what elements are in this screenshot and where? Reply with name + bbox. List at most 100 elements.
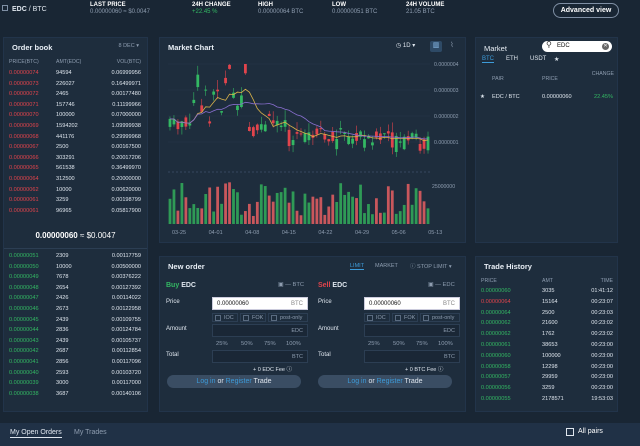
volume-bar bbox=[220, 203, 223, 224]
orderbook-row[interactable]: 0.00000042 2687 0.00112854 bbox=[4, 346, 147, 356]
orderbook-row[interactable]: 0.00000038 3687 0.00140106 bbox=[4, 389, 147, 399]
orderbook-volume: 0.16499971 bbox=[111, 80, 141, 87]
sell-pct-100[interactable]: 100% bbox=[438, 341, 453, 347]
candle-body bbox=[414, 133, 418, 138]
market-search-box[interactable]: ⚲ EDC ✕ bbox=[542, 40, 612, 52]
sell-total-input[interactable]: BTC bbox=[364, 350, 460, 363]
buy-pct-50[interactable]: 50% bbox=[241, 341, 253, 347]
orderbook-amount: 2836 bbox=[56, 327, 69, 334]
orderbook-row[interactable]: 0.00000061 3259 0.00198799 bbox=[4, 195, 147, 205]
candle-chart-icon[interactable]: ▥ bbox=[430, 41, 442, 52]
market-tab[interactable]: ETH bbox=[506, 56, 518, 62]
orderbook-row[interactable]: 0.00000068 441176 0.29999968 bbox=[4, 132, 147, 142]
candle-body bbox=[204, 89, 208, 91]
login-link[interactable]: Log in bbox=[347, 378, 367, 385]
orderbook-row[interactable]: 0.00000061 96965 0.05817900 bbox=[4, 206, 147, 216]
buy-pct-100[interactable]: 100% bbox=[286, 341, 301, 347]
orderbook-row[interactable]: 0.00000050 10000 0.00500000 bbox=[4, 262, 147, 272]
grid-icon[interactable] bbox=[2, 5, 8, 11]
orderbook-row[interactable]: 0.00000040 2593 0.00103720 bbox=[4, 368, 147, 378]
market-row[interactable]: ★ EDC / BTC 0.00000060 22.45% bbox=[476, 92, 617, 102]
orderbook-row[interactable]: 0.00000071 157746 0.11199966 bbox=[4, 100, 147, 110]
sell-login-button[interactable]: Log in or Register Trade bbox=[318, 375, 452, 388]
candle-body bbox=[343, 132, 347, 134]
orderbook-row[interactable]: 0.00000048 2654 0.00127392 bbox=[4, 283, 147, 293]
orderbook-row[interactable]: 0.00000039 3000 0.00117000 bbox=[4, 378, 147, 388]
buy-postonly-checkbox[interactable]: post-only bbox=[268, 313, 308, 322]
orderbook-row[interactable]: 0.00000069 1594202 1.09999938 bbox=[4, 121, 147, 131]
trade-row: 0.00000060 3035 01:41:12 bbox=[476, 286, 617, 296]
orderbook-row[interactable]: 0.00000041 2856 0.00117096 bbox=[4, 357, 147, 367]
sell-asset: EDC bbox=[332, 282, 348, 289]
orderbook-volume: 0.29999968 bbox=[111, 133, 141, 140]
price-chart[interactable]: 0.0000004 0.0000003 0.0000002 0.0000001 2500… bbox=[168, 56, 464, 240]
x-tick-label: 04-08 bbox=[245, 230, 259, 236]
orderbook-row[interactable]: 0.00000065 561538 0.36499970 bbox=[4, 163, 147, 173]
sell-pct-75[interactable]: 75% bbox=[416, 341, 428, 347]
tab-my-trades[interactable]: My Trades bbox=[74, 429, 107, 436]
orderbook-row[interactable]: 0.00000066 303291 0.20017206 bbox=[4, 153, 147, 163]
orderbook-row[interactable]: 0.00000043 2439 0.00105737 bbox=[4, 336, 147, 346]
orderbook-row[interactable]: 0.00000051 2309 0.00117759 bbox=[4, 251, 147, 261]
sell-pct-25[interactable]: 25% bbox=[368, 341, 380, 347]
trade-row: 0.00000060 100000 00:23:00 bbox=[476, 351, 617, 361]
search-input[interactable]: EDC bbox=[557, 43, 570, 49]
trade-row: 0.00000064 2500 00:23:03 bbox=[476, 308, 617, 318]
candle-body bbox=[228, 64, 231, 69]
sell-postonly-checkbox[interactable]: post-only bbox=[420, 313, 460, 322]
trade-amount: 100000 bbox=[542, 352, 561, 359]
candle-body bbox=[390, 132, 394, 148]
sell-fok-checkbox[interactable]: FOK bbox=[392, 313, 418, 322]
clear-icon[interactable]: ✕ bbox=[602, 43, 609, 50]
sell-ioc-checkbox[interactable]: IOC bbox=[364, 313, 390, 322]
buy-amount-input[interactable]: EDC bbox=[212, 324, 308, 337]
orderbook-row[interactable]: 0.00000073 226027 0.16499971 bbox=[4, 79, 147, 89]
login-link[interactable]: Log in bbox=[196, 378, 216, 385]
orderbook-row[interactable]: 0.00000047 2426 0.00114022 bbox=[4, 293, 147, 303]
interval-select[interactable]: ◷ 1D ▾ bbox=[396, 42, 415, 49]
tab-limit[interactable]: LIMIT bbox=[350, 263, 365, 270]
orderbook-row[interactable]: 0.00000070 100000 0.07000000 bbox=[4, 110, 147, 120]
market-tab[interactable]: ★ bbox=[554, 57, 560, 63]
line-chart-icon[interactable]: ⌇ bbox=[450, 42, 454, 49]
candle-body bbox=[240, 95, 243, 107]
buy-ioc-checkbox[interactable]: IOC bbox=[212, 313, 238, 322]
orderbook-row[interactable]: 0.00000049 7678 0.00376222 bbox=[4, 272, 147, 282]
buy-pct-75[interactable]: 75% bbox=[264, 341, 276, 347]
sell-pct-50[interactable]: 50% bbox=[393, 341, 405, 347]
sell-amount-input[interactable]: EDC bbox=[364, 324, 460, 337]
decimals-select[interactable]: 8 DEC ▾ bbox=[119, 43, 140, 49]
tab-stop-limit[interactable]: ⓘ STOP LIMIT ▾ bbox=[410, 262, 452, 270]
orderbook-row[interactable]: 0.00000044 2836 0.00124784 bbox=[4, 325, 147, 335]
pair-selector[interactable]: EDC / BTC bbox=[12, 6, 47, 13]
buy-total-input[interactable]: BTC bbox=[212, 350, 308, 363]
sell-price-input[interactable]: 0.00000060 BTC bbox=[364, 297, 460, 310]
tab-my-open-orders[interactable]: My Open Orders bbox=[10, 429, 62, 438]
orderbook-amount: 10000 bbox=[56, 186, 72, 193]
orderbook-row[interactable]: 0.00000062 10000 0.00620000 bbox=[4, 185, 147, 195]
candle-body bbox=[275, 120, 279, 126]
orderbook-row[interactable]: 0.00000045 2439 0.00109755 bbox=[4, 315, 147, 325]
orderbook-row[interactable]: 0.00000074 94594 0.06999956 bbox=[4, 68, 147, 78]
register-link[interactable]: Register bbox=[225, 378, 252, 385]
advanced-view-button[interactable]: Advanced view bbox=[553, 3, 619, 18]
orderbook-row[interactable]: 0.00000067 2500 0.00167500 bbox=[4, 142, 147, 152]
orderbook-row[interactable]: 0.00000046 2673 0.00122958 bbox=[4, 304, 147, 314]
tab-market[interactable]: MARKET bbox=[375, 263, 398, 269]
volume-bar bbox=[319, 197, 323, 224]
buy-fok-checkbox[interactable]: FOK bbox=[240, 313, 266, 322]
moving-average-line bbox=[169, 101, 428, 140]
trade-price: 0.00000055 bbox=[481, 396, 511, 402]
orderbook-row[interactable]: 0.00000072 2465 0.00177480 bbox=[4, 89, 147, 99]
market-tab[interactable]: USDT bbox=[530, 56, 547, 62]
volume-bar bbox=[315, 198, 319, 224]
clock-icon: ◷ bbox=[396, 43, 402, 49]
buy-pct-25[interactable]: 25% bbox=[216, 341, 228, 347]
all-pairs-checkbox[interactable] bbox=[566, 428, 574, 436]
volume-bar bbox=[176, 210, 180, 224]
buy-login-button[interactable]: Log in or Register Trade bbox=[167, 375, 301, 388]
orderbook-row[interactable]: 0.00000064 312500 0.20000000 bbox=[4, 174, 147, 184]
buy-price-input[interactable]: 0.00000060 BTC bbox=[212, 297, 308, 310]
market-tab[interactable]: BTC bbox=[482, 56, 494, 63]
register-link[interactable]: Register bbox=[376, 378, 403, 385]
